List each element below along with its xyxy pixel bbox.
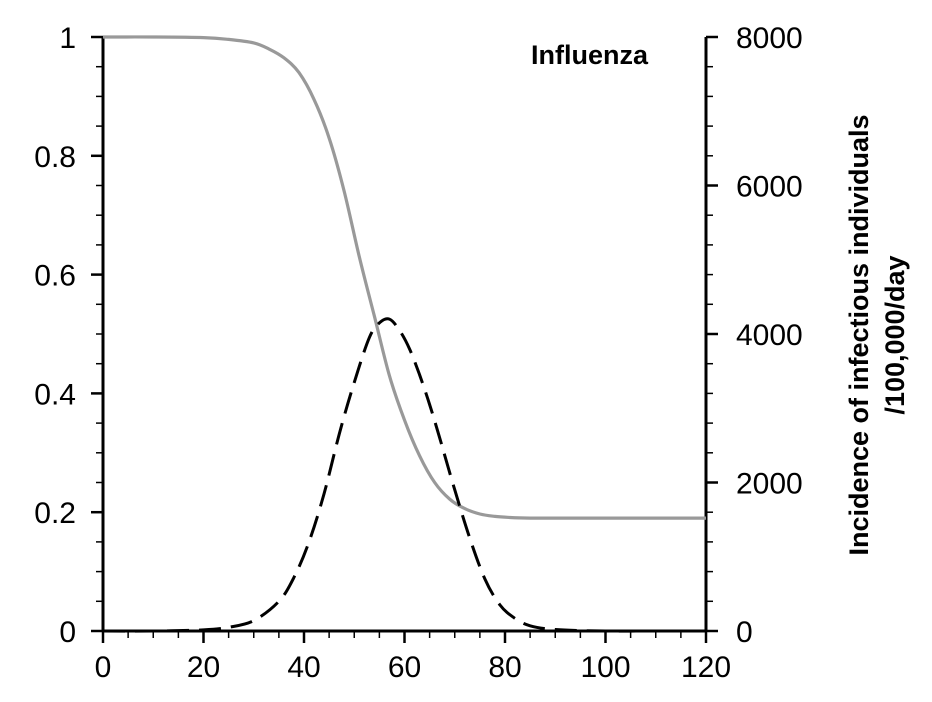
x-tick-label: 0	[95, 651, 112, 684]
x-tick-label: 80	[488, 651, 521, 684]
right-axis-title-line: Incidence of infectious individuals	[844, 114, 874, 555]
x-tick-label: 40	[287, 651, 320, 684]
right-axis-title-line: /100,000/day	[880, 255, 910, 414]
right-y-tick-label: 2000	[736, 468, 803, 501]
right-y-tick-label: 6000	[736, 171, 803, 204]
proportion-solid-line	[102, 35, 706, 520]
incidence-dashed-line	[102, 317, 706, 633]
right-y-tick-label: 4000	[736, 319, 803, 352]
x-tick-label: 120	[681, 651, 731, 684]
x-tick-label: 60	[388, 651, 421, 684]
left-y-tick-label: 0.4	[34, 378, 76, 411]
tick-labels: 0 20 40 60 80 100 12000.20.40.60.8102000400060…	[34, 22, 802, 684]
chart-title: Influenza	[531, 40, 649, 70]
x-tick-label: 100	[580, 651, 630, 684]
right-axis-title: Incidence of infectious individuals/100,…	[844, 114, 910, 555]
left-y-tick-label: 0.2	[34, 497, 76, 530]
series-group	[102, 35, 706, 633]
axes	[101, 37, 708, 633]
right-y-tick-label: 8000	[736, 22, 803, 55]
left-y-tick-label: 1	[59, 22, 76, 55]
left-y-tick-label: 0.8	[34, 141, 76, 174]
left-y-tick-label: 0	[59, 616, 76, 649]
right-y-tick-label: 0	[736, 616, 753, 649]
x-tick-label: 20	[187, 651, 220, 684]
left-y-tick-label: 0.6	[34, 260, 76, 293]
